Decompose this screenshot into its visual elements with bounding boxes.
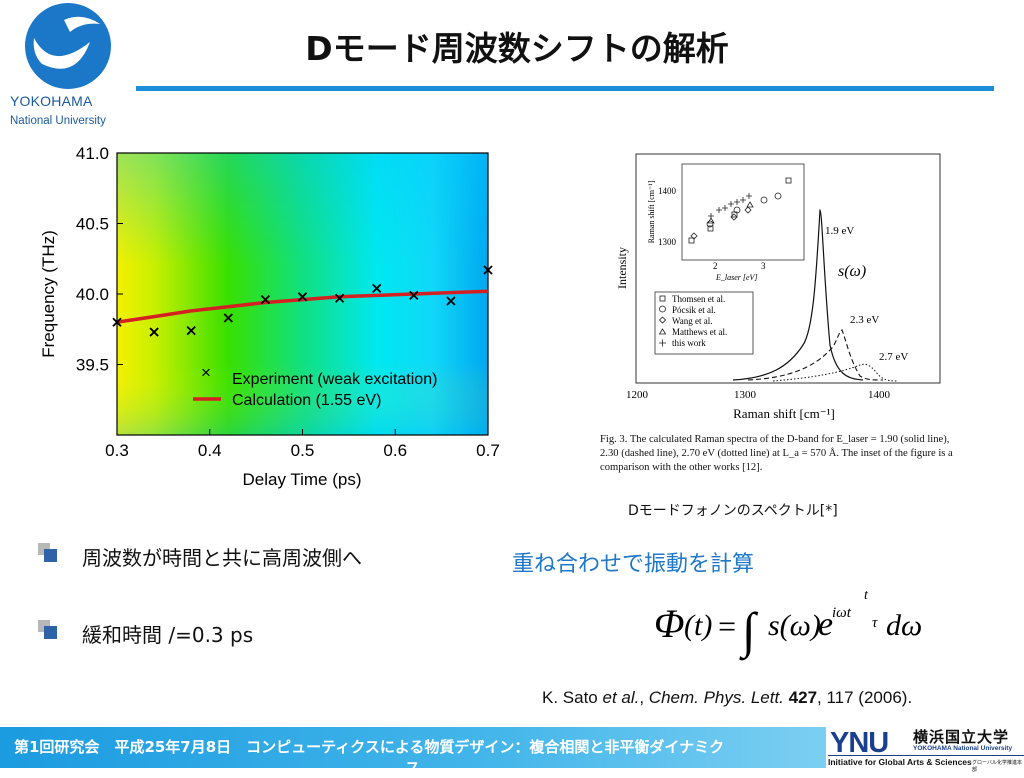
label-2-7ev: 2.7 eV: [879, 351, 908, 363]
figure-caption: Fig. 3. The calculated Raman spectra of …: [600, 434, 953, 473]
frequency-delay-chart: 39.5 40.0 40.5 41.0 0.3 0.4 0.5 0.6 0.7 × Exper…: [39, 144, 500, 489]
s-omega-label: s(ω): [838, 263, 866, 280]
experiment-point: [112, 317, 122, 327]
legend-item: Wang et al.: [672, 316, 713, 326]
svg-text:s(ω): s(ω): [768, 609, 821, 642]
calculation-line: [116, 289, 489, 324]
raman-axis-label: Raman shift [cm⁻¹]: [733, 406, 835, 421]
svg-text:(t): (t): [684, 609, 712, 642]
reference-volume: 427: [788, 688, 818, 707]
spectrum-2-3ev: [747, 329, 884, 381]
logo-text-line1: YOKOHAMA: [10, 93, 93, 109]
experiment-point: [372, 283, 382, 293]
experiment-point: [334, 293, 345, 303]
page-title: Dモード周波数シフトの解析: [305, 29, 729, 68]
ynu-initiative-text: Initiative for Global Arts & Sciences: [828, 757, 972, 767]
inset-y-tick-1300: 1300: [658, 237, 677, 247]
ynu-logo-mark: YNU: [830, 727, 889, 759]
experiment-point: [260, 295, 271, 305]
legend-item: Thomsen et al.: [672, 294, 725, 304]
bullet-icon: [38, 620, 58, 640]
footer-text: 第1回研究会 平成25年7月8日 コンピューティクスによる物質デザイン：複合相関…: [14, 738, 725, 756]
reference-citation: K. Sato et al., Chem. Phys. Lett. 427, 1…: [542, 688, 912, 708]
experiment-point: [297, 292, 308, 302]
x-axis-label: Delay Time (ps): [242, 470, 361, 489]
footer-gradient: [0, 727, 828, 768]
reference-sep: ,: [639, 688, 649, 707]
x-tick-label: 0.6: [383, 441, 407, 460]
svg-text:∫: ∫: [739, 602, 759, 661]
experiment-point: [186, 326, 196, 336]
reference-etal: et al.: [602, 688, 640, 707]
reference-pages: , 117 (2006).: [817, 688, 913, 707]
svg-text:=: =: [716, 608, 738, 644]
y-tick-label: 40.0: [76, 285, 109, 304]
legend-item: this work: [672, 338, 706, 348]
svg-text:iωt: iωt: [832, 605, 852, 621]
bullet-icon: [38, 543, 58, 563]
x-tick-label: 0.4: [198, 441, 222, 460]
superposition-formula: Φ (t) = ∫ s(ω) e iωt t τ dω: [654, 588, 922, 661]
spectrum-caption: Dモードフォノンのスペクトル[*]: [628, 503, 838, 519]
inset-x-label: E_laser [eV]: [715, 273, 758, 282]
label-2-3ev: 2.3 eV: [850, 314, 879, 326]
spectrum-1-9ev: [732, 209, 864, 381]
legend-item: Matthews et al.: [672, 327, 727, 337]
label-1-9ev: 1.9 eV: [825, 225, 854, 237]
ynu-logo-box: [826, 727, 1024, 768]
experiment-point: [149, 327, 159, 337]
inset-y-label: Raman shift [cm⁻¹]: [647, 180, 656, 243]
bullet-text: 緩和時間 /=0.3 ps: [82, 623, 254, 647]
experiment-point: [409, 290, 419, 301]
inset-x-tick-2: 2: [713, 261, 718, 271]
x-tick-label: 0.5: [291, 441, 315, 460]
university-logo: [25, 3, 111, 89]
x-tick-label: 0.7: [476, 441, 500, 460]
ynu-english-name: YOKOHAMA National University: [913, 745, 1013, 752]
x-tick-1400: 1400: [868, 389, 891, 401]
experiment-point: [223, 313, 233, 323]
svg-text:e: e: [818, 606, 833, 643]
svg-text:Φ: Φ: [654, 601, 684, 646]
spectrum-2-7ev: [772, 363, 899, 382]
svg-text:t: t: [864, 588, 869, 603]
ynu-divider: [828, 755, 1024, 756]
legend-label-experiment: Experiment (weak excitation): [232, 371, 437, 388]
intensity-axis-label: Intensity: [615, 247, 629, 289]
logo-text-line2: National University: [10, 115, 106, 127]
x-tick-label: 0.3: [105, 441, 129, 460]
experiment-point: [483, 265, 493, 275]
legend-item: Pócsik et al.: [672, 305, 716, 315]
inset-x-tick-3: 3: [761, 261, 766, 271]
inset-y-tick-1400: 1400: [658, 186, 677, 196]
raman-spectrum-figure: 1400 1300 2 3 Raman shift [cm⁻¹] E_laser…: [615, 153, 941, 421]
y-axis-label: Frequency (THz): [39, 230, 58, 358]
ynu-japanese-name: 横浜国立大学: [913, 728, 1010, 746]
reference-journal: Chem. Phys. Lett.: [648, 688, 784, 707]
superposition-heading: 重ね合わせで振動を計算: [512, 552, 755, 577]
ynu-initiative-ja: グローバル化学推進本部: [972, 760, 1022, 773]
y-tick-label: 41.0: [76, 144, 109, 163]
svg-text:dω: dω: [886, 609, 922, 642]
svg-text:τ: τ: [872, 615, 878, 631]
bullet-text: 周波数が時間と共に高周波側へ: [82, 546, 362, 570]
x-tick-1200: 1200: [626, 389, 649, 401]
y-tick-label: 39.5: [76, 356, 109, 375]
x-tick-1300: 1300: [734, 389, 757, 401]
y-tick-label: 40.5: [76, 215, 109, 234]
title-underline: [136, 86, 994, 91]
reference-authors: K. Sato: [542, 688, 603, 707]
experiment-point: [446, 296, 456, 306]
legend-label-calculation: Calculation (1.55 eV): [232, 392, 381, 409]
legend-marker-x: ×: [201, 363, 211, 382]
